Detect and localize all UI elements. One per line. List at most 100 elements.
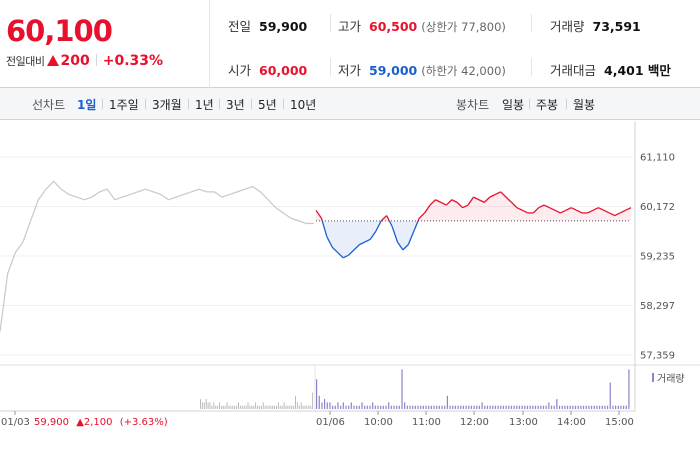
volume-bar <box>213 402 215 409</box>
volume-bar <box>326 402 328 409</box>
today-line-down <box>359 241 366 246</box>
volume-bar <box>316 379 318 409</box>
volume-bar <box>497 405 499 409</box>
up-fill <box>625 207 631 221</box>
period-1w[interactable]: 1주일 <box>109 98 139 112</box>
volume-bar <box>329 402 331 409</box>
volume-bar <box>291 405 293 409</box>
volume-bar <box>211 405 213 409</box>
today-line-up <box>603 209 610 214</box>
baseline-fill <box>316 191 631 258</box>
up-fill <box>451 199 458 221</box>
today-line-up <box>598 207 605 211</box>
candle-weekly[interactable]: 주봉 <box>536 98 559 112</box>
volume-bar <box>249 405 251 409</box>
volume-bar <box>596 405 598 409</box>
today-line-up <box>489 193 496 198</box>
period-5y[interactable]: 5년 <box>258 98 277 112</box>
volume-bar <box>385 405 387 409</box>
volume-bar <box>409 405 411 409</box>
volume-bar <box>593 405 595 409</box>
lower-limit: (하한가 42,000) <box>421 64 506 78</box>
volume-bar <box>239 405 241 409</box>
volume-bar <box>380 405 382 409</box>
stat-value: 60,000 <box>259 63 308 78</box>
volume-bar <box>510 405 513 409</box>
volume-bar <box>601 405 603 409</box>
stat-volume: 거래량 73,591 <box>550 16 641 35</box>
today-line-up <box>570 207 577 211</box>
today-line-up <box>538 204 545 209</box>
stat-value: 60,500 <box>369 19 418 34</box>
volume-bar <box>258 405 260 409</box>
stat-label: 저가 <box>338 63 362 78</box>
volume-bar <box>580 405 582 409</box>
price-lines <box>0 180 632 332</box>
today-line-up <box>614 212 621 217</box>
current-price-panel: 60,100 전일대비 200 +0.33% <box>0 0 210 88</box>
down-fill <box>370 220 376 240</box>
volume-bar <box>342 402 344 409</box>
y-tick-label: 61,110 <box>640 153 675 164</box>
period-3y[interactable]: 3년 <box>226 98 245 112</box>
divider <box>251 99 252 109</box>
volume-bar <box>628 369 630 409</box>
volume-bar <box>270 405 272 409</box>
volume-bar <box>234 405 236 409</box>
today-line-up <box>315 209 322 219</box>
today-line-up <box>386 215 390 222</box>
stat-label: 전일 <box>228 19 252 34</box>
today-line-down <box>402 244 409 251</box>
volume-bar <box>230 405 232 409</box>
volume-bar <box>281 405 283 409</box>
volume-bar <box>276 405 277 409</box>
x-tick-label: 13:00 <box>509 417 538 428</box>
volume-bar <box>300 402 302 409</box>
volume-bar <box>553 405 555 409</box>
volume-bar <box>505 405 507 409</box>
volume-bar <box>462 405 465 409</box>
period-10y[interactable]: 10년 <box>290 98 317 112</box>
divider <box>283 99 284 109</box>
divider <box>531 14 532 32</box>
volume-bar <box>310 405 312 409</box>
today-line-up <box>532 207 540 214</box>
volume-bar <box>266 405 268 409</box>
candle-daily[interactable]: 일봉 <box>502 98 525 112</box>
volume-bar <box>393 405 395 409</box>
volume-bar <box>585 405 587 409</box>
volume-bar <box>625 405 627 409</box>
period-1y[interactable]: 1년 <box>195 98 214 112</box>
divider <box>330 14 331 32</box>
divider <box>188 99 189 109</box>
volume-bar <box>287 405 289 409</box>
today-line-down <box>407 231 415 245</box>
price-chart[interactable]: 61,110 60,172 59,235 58,297 57,359 거래량 0… <box>0 121 700 450</box>
divider <box>330 58 331 76</box>
volume-legend: 거래량 <box>652 373 685 385</box>
volume-bar <box>274 405 276 409</box>
today-line-up <box>500 191 507 198</box>
volume-bar <box>268 405 270 409</box>
volume-bar <box>598 405 601 409</box>
volume-bar <box>436 405 438 409</box>
candle-monthly[interactable]: 월봉 <box>573 98 596 112</box>
volume-bar <box>457 405 459 409</box>
down-fill <box>397 220 403 250</box>
volume-bar <box>217 405 219 409</box>
volume-bar <box>222 405 224 409</box>
volume-bar <box>298 405 300 409</box>
volume-bar <box>622 405 625 409</box>
today-line-up <box>380 215 388 222</box>
period-1d[interactable]: 1일 <box>77 98 97 112</box>
y-tick-label: 57,359 <box>640 351 675 362</box>
up-fill <box>489 194 496 221</box>
divider <box>531 58 532 76</box>
volume-bar <box>358 405 360 409</box>
volume-bar <box>561 405 563 409</box>
volume-bar <box>312 392 314 409</box>
period-3m[interactable]: 3개월 <box>152 98 182 112</box>
today-line-up <box>483 196 491 203</box>
today-line-up <box>429 199 436 206</box>
today-line-up <box>440 201 447 206</box>
